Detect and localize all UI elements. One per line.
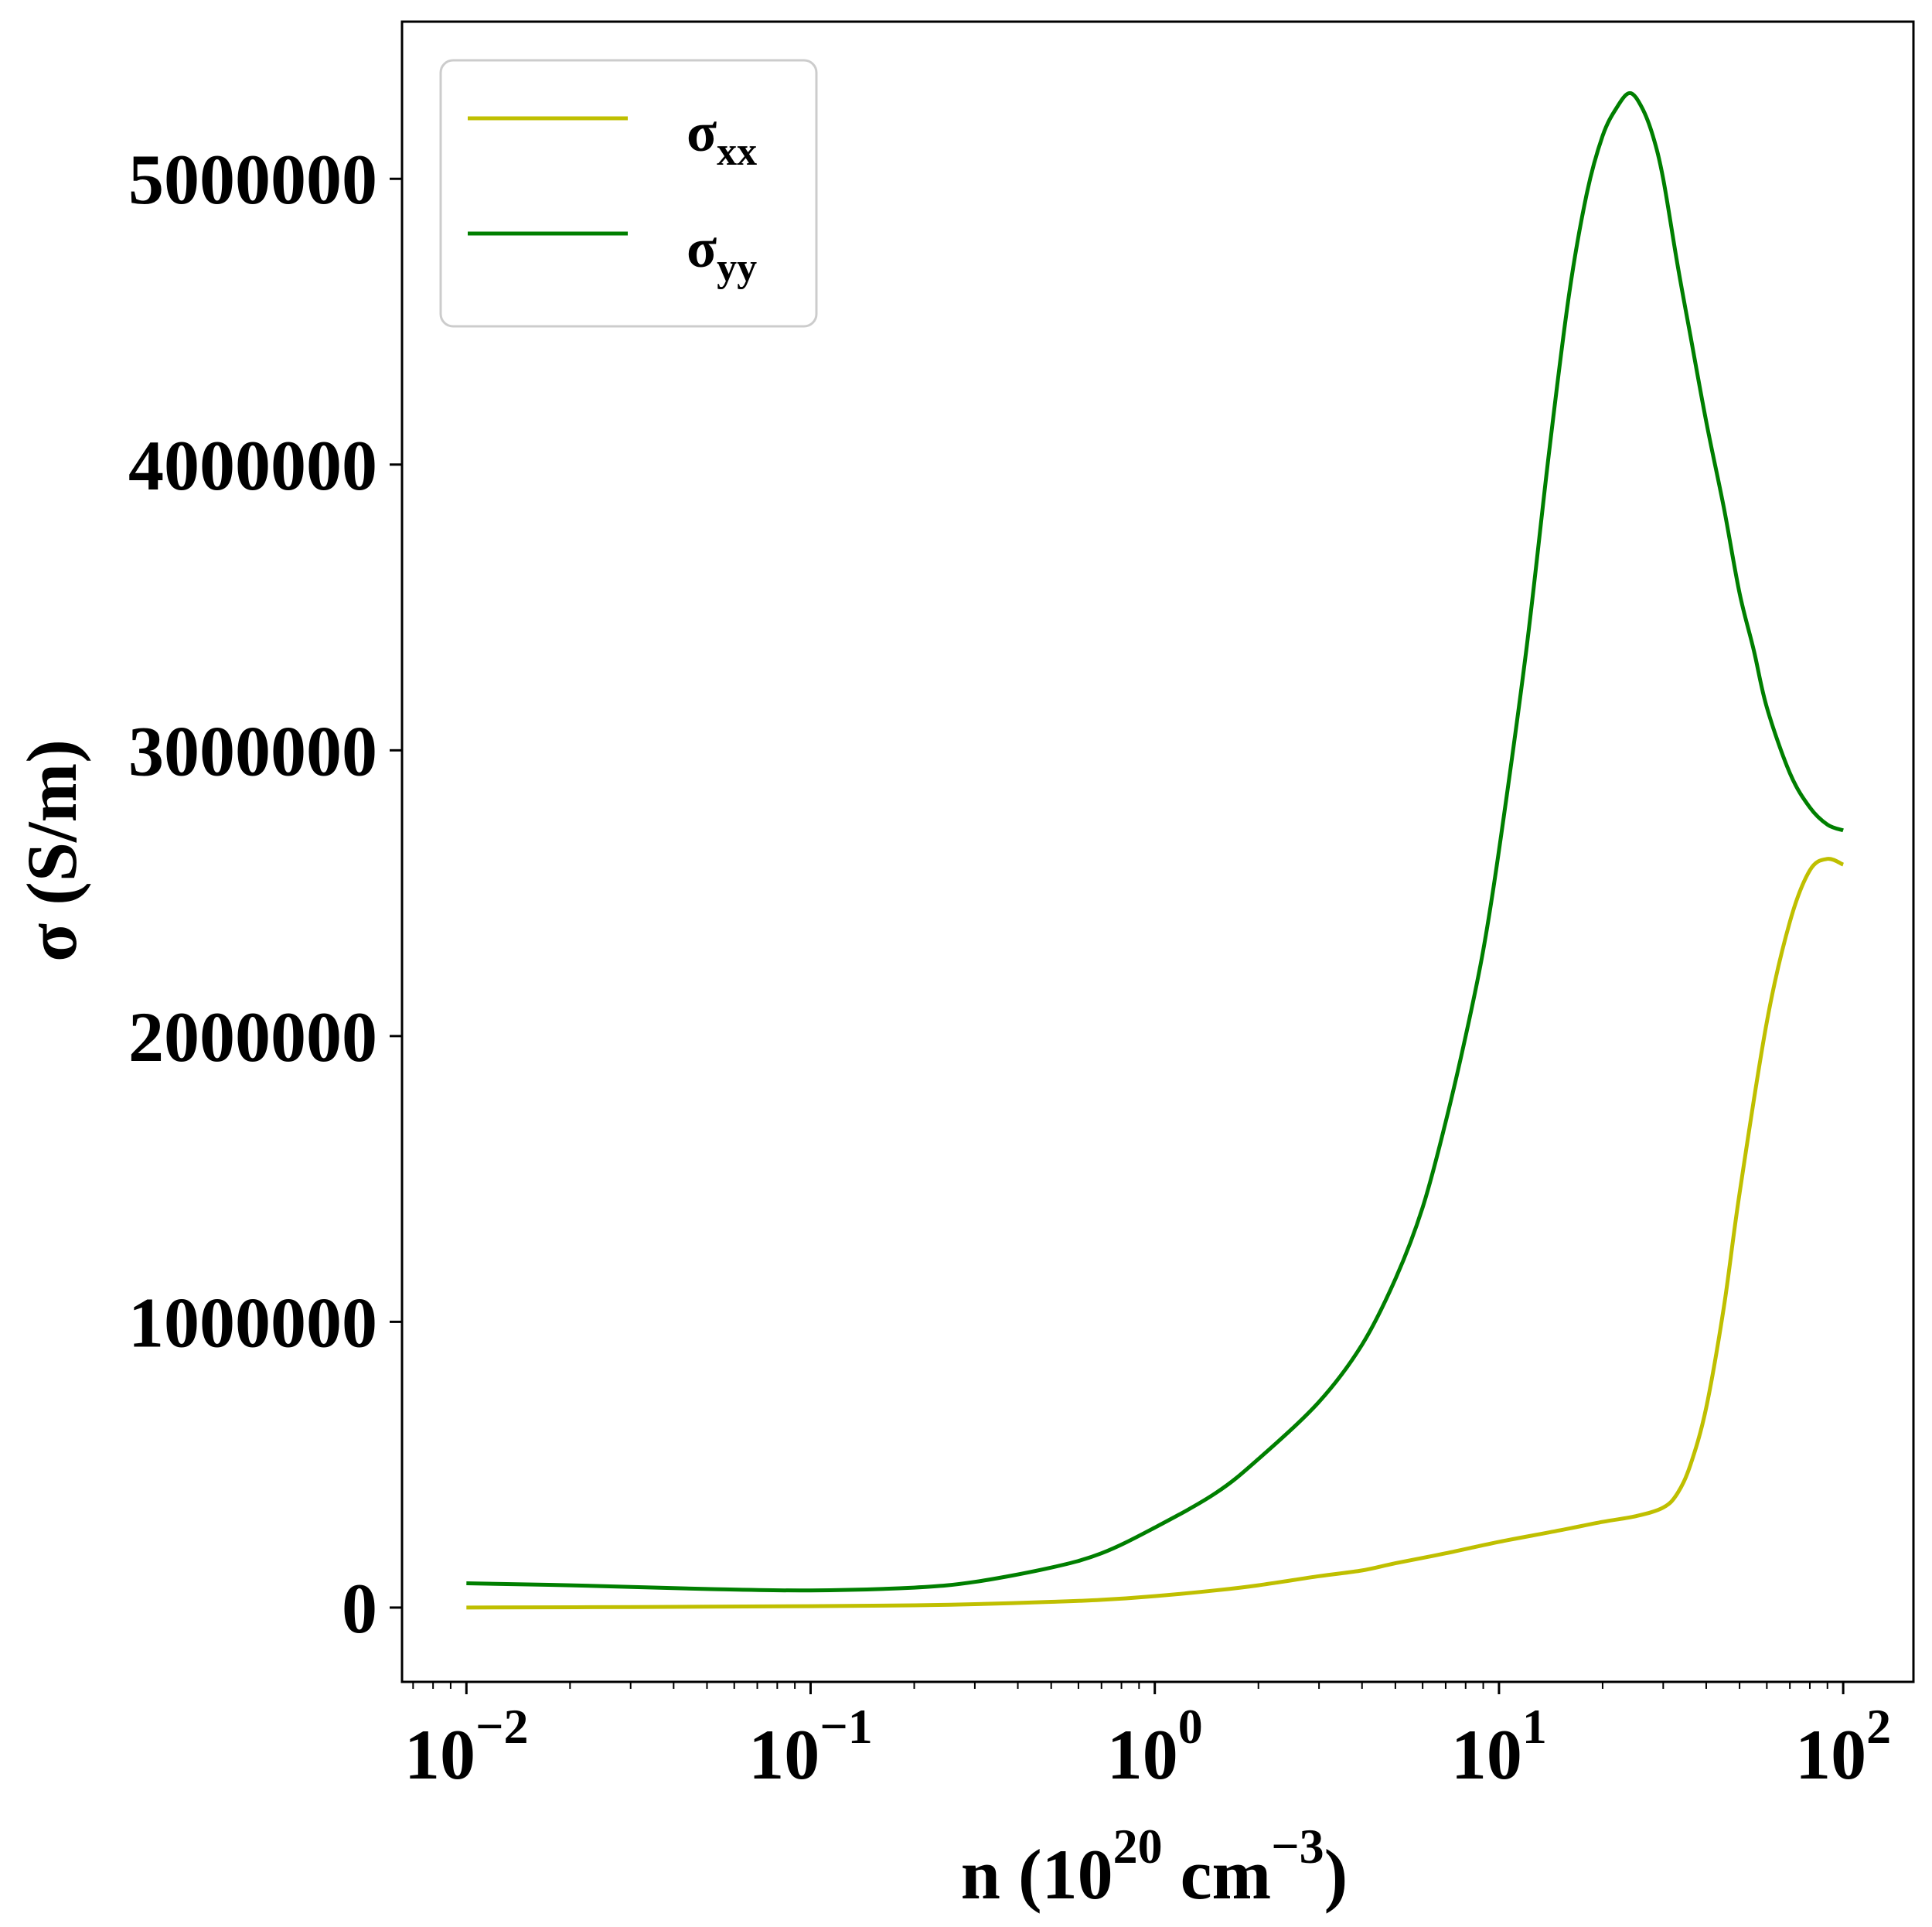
y-tick-label: 3000000 (128, 711, 377, 790)
x-tick-label: 10−1 (748, 1699, 872, 1794)
series-line-yy (466, 90, 1844, 1593)
legend-frame (439, 59, 818, 328)
legend-label-sigma-xx: σxx (687, 101, 757, 174)
x-tick-label: 101 (1451, 1699, 1547, 1794)
plot-frame (400, 20, 1915, 1683)
series-line-xx (466, 857, 1845, 1610)
series-lines (466, 90, 1845, 1610)
x-tick-label: 102 (1795, 1699, 1891, 1794)
x-ticks: 10−2 10−1 100 101 102 (404, 1682, 1891, 1794)
y-tick-label: 4000000 (128, 426, 377, 505)
y-tick-label: 5000000 (128, 140, 377, 219)
y-ticks: 0 1000000 2000000 3000000 4000000 5000000 (128, 140, 402, 1648)
legend-label-sigma-yy: σyy (687, 217, 757, 290)
x-axis-label: n (1020 cm−3) (961, 1819, 1348, 1914)
x-tick-label: 10−2 (404, 1699, 528, 1794)
y-tick-label: 2000000 (128, 998, 377, 1076)
y-tick-label: 1000000 (128, 1283, 377, 1362)
y-axis-label: σ (S/m) (12, 739, 91, 962)
legend: σxx σyy (439, 59, 818, 328)
y-tick-label: 0 (342, 1569, 377, 1648)
x-tick-label: 100 (1107, 1699, 1203, 1794)
